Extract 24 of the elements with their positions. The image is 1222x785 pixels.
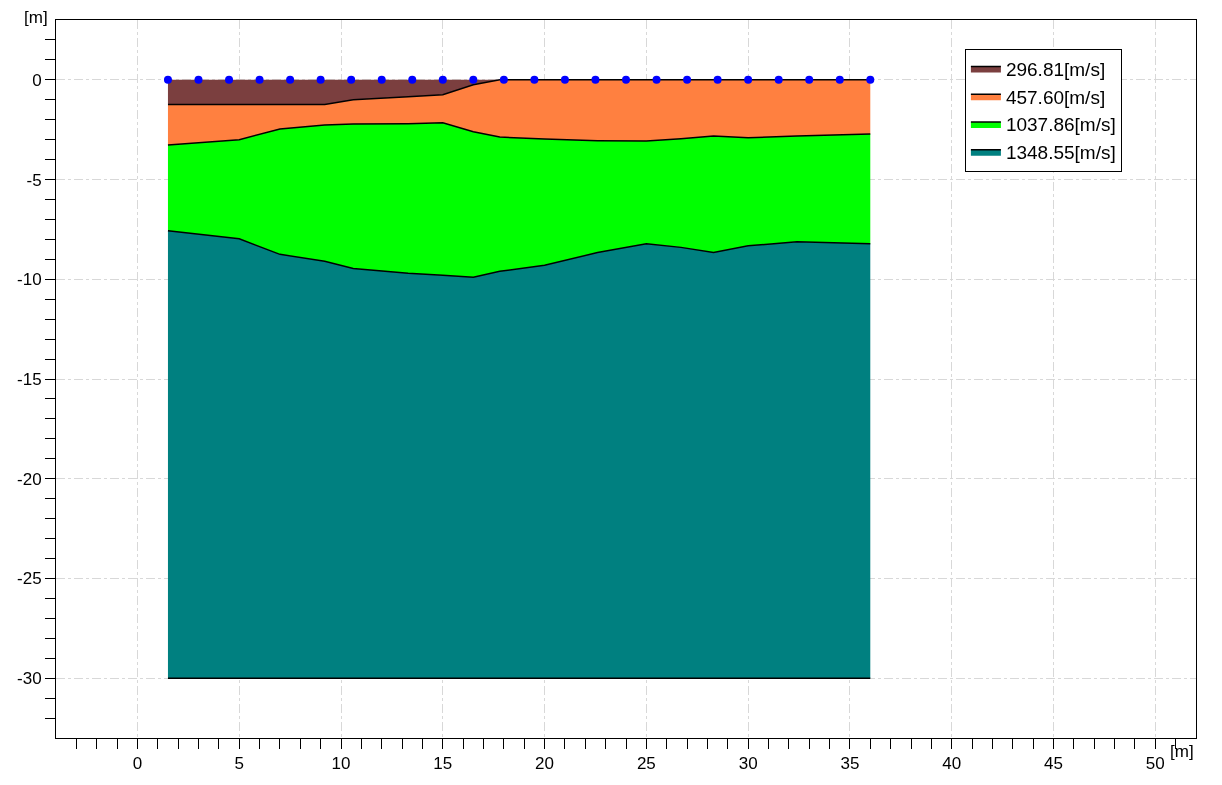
- y-tick-label: -5: [26, 170, 42, 190]
- x-tick-label: 35: [840, 754, 860, 774]
- x-tick-label: 25: [636, 754, 656, 774]
- y-axis-title: [m]: [24, 8, 48, 27]
- y-tick-label: -20: [17, 469, 42, 489]
- legend-label: 296.81[m/s]: [1005, 58, 1106, 80]
- x-tick-label: 0: [132, 754, 143, 774]
- x-tick-label: 5: [234, 754, 244, 774]
- y-tick-label: -30: [17, 669, 42, 689]
- y-tick-label: -25: [17, 569, 42, 589]
- x-tick-label: 45: [1044, 754, 1063, 774]
- x-tick-label: 30: [738, 754, 758, 774]
- y-tick-label: -10: [17, 270, 42, 290]
- x-tick-label: 10: [331, 754, 351, 774]
- x-tick-label: 50: [1145, 754, 1165, 774]
- legend-label: 1348.55[m/s]: [1005, 142, 1116, 164]
- legend-label: 457.60[m/s]: [1005, 86, 1106, 108]
- x-axis-title: [m]: [1170, 742, 1194, 761]
- y-tick-label: -15: [17, 369, 42, 389]
- legend-label: 1037.86[m/s]: [1005, 114, 1116, 136]
- x-tick-label: 15: [433, 754, 453, 774]
- x-tick-label: 40: [942, 754, 962, 774]
- x-tick-label: 20: [535, 754, 555, 774]
- y-tick-label: 0: [32, 70, 42, 90]
